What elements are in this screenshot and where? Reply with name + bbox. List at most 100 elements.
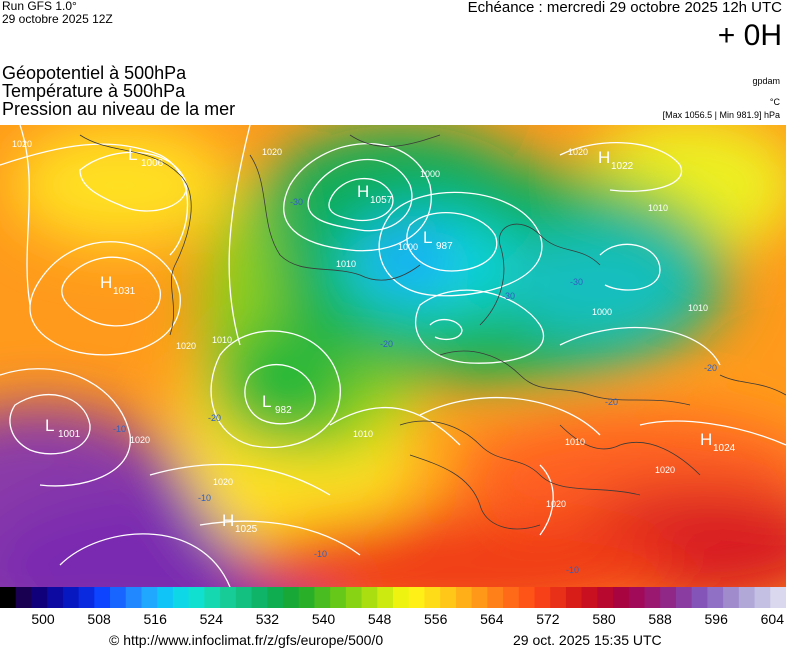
scale-swatch [78,587,95,608]
isobar-label: 1010 [336,259,356,269]
scale-swatch [613,587,630,608]
isobar-label: 1020 [176,341,196,351]
scale-swatch [15,587,32,608]
run-info: Run GFS 1.0° 29 octobre 2025 12Z [2,0,113,26]
svg-text:L: L [45,416,54,435]
scale-swatch [675,587,693,608]
scale-swatch [330,587,347,608]
scale-swatch [440,587,457,608]
temperature-label: -20 [380,339,393,349]
svg-text:1025: 1025 [235,524,258,535]
coastlines [79,134,786,530]
temperature-label: -20 [704,363,717,373]
temperature-label: -30 [502,291,515,301]
scale-swatch [361,587,378,608]
scale-swatch [487,587,504,608]
svg-text:1022: 1022 [611,161,634,172]
temperature-label: -30 [290,197,303,207]
svg-text:L: L [262,392,271,411]
scale-swatch [644,587,661,608]
temperature-label: -10 [113,424,126,434]
scale-label: 604 [760,611,784,627]
run-label: Run GFS 1.0° [2,0,77,13]
scale-swatch [110,587,127,608]
scale-swatch [188,587,205,608]
pressure-center-h-1057: H 1057 [357,182,393,206]
temperature-label: -10 [198,493,211,503]
isobar-label: 1000 [592,307,612,317]
pressure-center-l-1006: L 1006 [128,145,164,169]
scale-swatch [141,587,158,608]
svg-text:1031: 1031 [113,286,136,297]
isobar-label: 1010 [648,203,668,213]
scale-swatch [424,587,441,608]
isobar-label: 1020 [546,499,566,509]
svg-text:L: L [423,228,432,247]
isobar-label: 1020 [568,147,588,157]
scale-swatch [282,587,300,608]
scale-swatch [94,587,111,608]
pressure-center-h-1024: H 1024 [700,430,736,454]
scale-swatch [172,587,190,608]
scale-label: 548 [367,611,392,627]
scale-swatch [581,587,598,608]
pressure-range: [Max 1056.5 | Min 981.9] hPa [662,110,780,120]
scale-swatch [235,587,253,608]
svg-text:H: H [222,511,234,530]
isobar-label: 1020 [130,435,150,445]
isobar-label: 1000 [420,169,440,179]
title-temperature: Température à 500hPa [2,81,186,101]
echeance-label: Echéance : mercredi 29 octobre 2025 12h … [467,0,782,16]
svg-text:1024: 1024 [713,443,736,454]
scale-label: 524 [199,611,223,627]
scale-swatch [408,587,425,608]
pressure-center-h-1031: H 1031 [100,273,136,297]
scale-swatch [565,587,583,608]
scale-swatch [31,587,48,608]
scale-swatch [738,587,756,608]
scale-label: 580 [592,611,616,627]
footer-url[interactable]: © http://www.infoclimat.fr/z/gfs/europe/… [109,632,384,648]
run-date: 29 octobre 2025 12Z [2,12,113,26]
isobar-label: 1020 [655,465,675,475]
scale-label: 516 [143,611,167,627]
scale-swatch [251,587,268,608]
pressure-center-h-1022: H 1022 [598,148,634,172]
svg-text:1006: 1006 [141,158,164,169]
svg-text:L: L [128,145,137,164]
temperature-label: -20 [605,397,618,407]
scale-swatch [455,587,473,608]
scale-swatch [660,587,677,608]
geopotential-field [0,125,786,587]
scale-swatch [204,587,221,608]
svg-text:H: H [700,430,712,449]
isobar-label: 1020 [262,147,282,157]
scale-swatch [47,587,64,608]
scale-swatch [597,587,614,608]
scale-label: 564 [480,611,504,627]
lead-time: + 0H [717,19,782,52]
pressure-center-h-1025: H 1025 [222,511,258,535]
temperature-label: -10 [566,565,579,575]
svg-text:982: 982 [275,405,292,416]
scale-swatch [770,587,786,608]
isobar-label: 1020 [12,139,32,149]
title-geopotential: Géopotentiel à 500hPa [2,63,187,83]
svg-text:1057: 1057 [370,195,393,206]
pressure-center-l-987: L 987 [423,228,453,252]
color-scale [0,587,786,608]
isobar-label: 1000 [398,242,418,252]
title-pressure: Pression au niveau de la mer [2,99,236,119]
svg-text:H: H [100,273,112,292]
scale-swatch [267,587,284,608]
svg-text:H: H [598,148,610,167]
isobar-label: 1010 [688,303,708,313]
scale-label: 588 [648,611,672,627]
isobar-label: 1010 [565,437,585,447]
isobar-label: 1020 [213,477,233,487]
isobar-labels: 1020 1020 1010 1000 1010 1020 1010 1010 1020 1020… [12,139,708,509]
pressure-center-l-982: L 982 [262,392,292,416]
scale-swatch [691,587,708,608]
